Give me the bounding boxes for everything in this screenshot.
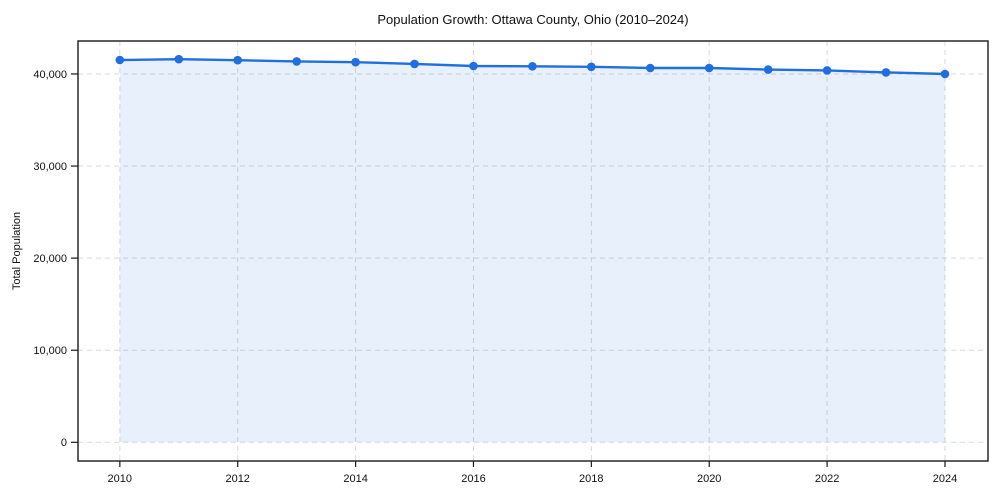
data-point	[174, 54, 184, 64]
y-tick-label: 0	[61, 437, 67, 449]
x-tick-label: 2020	[697, 473, 721, 485]
data-point	[940, 69, 950, 79]
data-point	[881, 68, 891, 77]
data-point	[646, 63, 655, 73]
x-tick-label: 2016	[461, 473, 485, 485]
x-tick-label: 2010	[108, 473, 132, 485]
chart-title: Population Growth: Ottawa County, Ohio (…	[377, 12, 689, 27]
data-point	[292, 57, 302, 66]
data-point	[233, 55, 242, 65]
x-tick-label: 2014	[343, 473, 367, 485]
data-point	[115, 55, 125, 65]
data-point	[469, 61, 478, 71]
data-point	[528, 62, 537, 71]
y-tick-label: 20,000	[33, 253, 67, 265]
area-fill	[119, 59, 946, 443]
data-point	[410, 59, 419, 69]
x-tick-label: 2022	[815, 473, 839, 485]
data-point	[351, 57, 360, 67]
y-tick-label: 40,000	[33, 69, 67, 81]
data-point	[587, 62, 596, 72]
x-tick-label: 2018	[579, 473, 603, 485]
data-point	[763, 65, 773, 74]
data-point	[822, 66, 832, 75]
plot-border	[77, 40, 989, 462]
x-tick-label: 2024	[933, 473, 957, 485]
data-point	[704, 63, 714, 73]
y-tick-label: 10,000	[33, 345, 67, 357]
y-tick-label: 30,000	[33, 161, 67, 173]
x-tick-label: 2012	[225, 473, 249, 485]
